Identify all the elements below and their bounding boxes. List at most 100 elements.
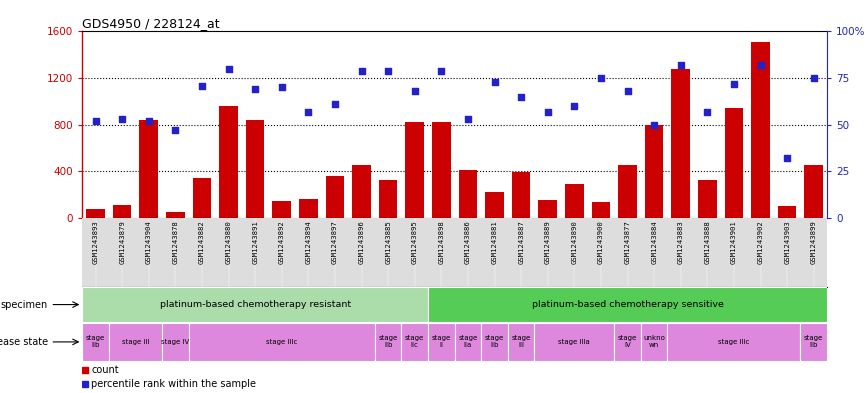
Text: GSM1243882: GSM1243882: [199, 220, 205, 264]
Bar: [591, 202, 611, 218]
Text: stage
III: stage III: [512, 335, 531, 349]
Text: GSM1243886: GSM1243886: [465, 220, 471, 264]
Text: GSM1243897: GSM1243897: [332, 220, 338, 264]
Bar: [800, 323, 827, 361]
Bar: [645, 125, 663, 218]
Point: [461, 116, 475, 122]
Text: GSM1243896: GSM1243896: [359, 220, 365, 264]
Bar: [481, 323, 507, 361]
Bar: [507, 323, 534, 361]
Text: platinum-based chemotherapy sensitive: platinum-based chemotherapy sensitive: [532, 300, 723, 309]
Bar: [219, 106, 238, 218]
Bar: [539, 200, 557, 218]
Text: percentile rank within the sample: percentile rank within the sample: [91, 378, 256, 389]
Point: [567, 103, 581, 109]
Point: [753, 62, 767, 68]
Bar: [698, 180, 717, 218]
Bar: [402, 323, 428, 361]
Point: [540, 108, 554, 115]
Bar: [405, 123, 424, 218]
Text: stage IV: stage IV: [161, 339, 190, 345]
Text: GSM1243881: GSM1243881: [492, 220, 498, 264]
Point: [249, 86, 262, 92]
Bar: [326, 176, 345, 218]
Text: GSM1243902: GSM1243902: [758, 220, 764, 264]
Point: [647, 122, 661, 128]
Text: GSM1243903: GSM1243903: [784, 220, 790, 264]
Text: stage
IIb: stage IIb: [86, 335, 105, 349]
Point: [195, 83, 209, 89]
Bar: [668, 323, 800, 361]
Point: [301, 108, 315, 115]
Text: GSM1243884: GSM1243884: [651, 220, 657, 264]
Point: [142, 118, 156, 124]
Point: [88, 118, 102, 124]
Text: GSM1243894: GSM1243894: [306, 220, 312, 264]
Point: [354, 68, 368, 74]
Bar: [805, 165, 823, 218]
Text: GSM1243899: GSM1243899: [811, 220, 817, 264]
Text: GSM1243877: GSM1243877: [624, 220, 630, 264]
Text: stage IIIc: stage IIIc: [718, 339, 750, 345]
Text: GSM1243890: GSM1243890: [572, 220, 578, 264]
Bar: [299, 200, 318, 218]
Text: GDS4950 / 228124_at: GDS4950 / 228124_at: [82, 17, 220, 30]
Bar: [671, 69, 690, 218]
Bar: [162, 323, 189, 361]
Text: stage
II: stage II: [432, 335, 451, 349]
Bar: [166, 212, 184, 218]
Text: platinum-based chemotherapy resistant: platinum-based chemotherapy resistant: [159, 300, 351, 309]
Point: [594, 75, 608, 81]
Point: [275, 84, 288, 90]
Point: [381, 68, 395, 74]
Bar: [82, 323, 109, 361]
Text: GSM1243883: GSM1243883: [678, 220, 684, 264]
Text: stage
IV: stage IV: [618, 335, 637, 349]
Point: [115, 116, 129, 122]
Point: [780, 155, 794, 162]
Text: count: count: [91, 365, 119, 375]
Text: stage
IIb: stage IIb: [378, 335, 397, 349]
Text: GSM1243880: GSM1243880: [225, 220, 231, 264]
Bar: [614, 323, 641, 361]
Point: [701, 108, 714, 115]
Point: [621, 88, 635, 94]
Bar: [189, 323, 375, 361]
Point: [674, 62, 688, 68]
Bar: [87, 209, 105, 218]
Bar: [378, 180, 397, 218]
Text: unkno
wn: unkno wn: [643, 335, 665, 349]
Bar: [641, 323, 668, 361]
Point: [222, 66, 236, 72]
Text: stage III: stage III: [122, 339, 149, 345]
Text: stage
IIb: stage IIb: [805, 335, 824, 349]
Bar: [534, 323, 614, 361]
Bar: [751, 42, 770, 218]
Text: stage IIIa: stage IIIa: [559, 339, 591, 345]
Bar: [139, 120, 158, 218]
Text: GSM1243898: GSM1243898: [438, 220, 444, 264]
Text: disease state: disease state: [0, 337, 48, 347]
Bar: [485, 192, 504, 218]
Text: GSM1243889: GSM1243889: [545, 220, 551, 264]
Bar: [246, 120, 264, 218]
Bar: [432, 123, 450, 218]
Bar: [778, 206, 797, 218]
Text: stage IIIc: stage IIIc: [266, 339, 297, 345]
Text: GSM1243887: GSM1243887: [518, 220, 524, 264]
Text: GSM1243893: GSM1243893: [93, 220, 99, 264]
Point: [408, 88, 422, 94]
Text: GSM1243879: GSM1243879: [120, 220, 126, 264]
Bar: [428, 323, 455, 361]
Bar: [455, 323, 481, 361]
Point: [168, 127, 182, 134]
Text: GSM1243895: GSM1243895: [411, 220, 417, 264]
Bar: [192, 178, 211, 218]
Text: GSM1243885: GSM1243885: [385, 220, 391, 264]
Point: [328, 101, 342, 107]
Text: stage
IIb: stage IIb: [485, 335, 504, 349]
Text: GSM1243888: GSM1243888: [704, 220, 710, 264]
Bar: [428, 287, 827, 322]
Point: [727, 81, 740, 87]
Text: GSM1243891: GSM1243891: [252, 220, 258, 264]
